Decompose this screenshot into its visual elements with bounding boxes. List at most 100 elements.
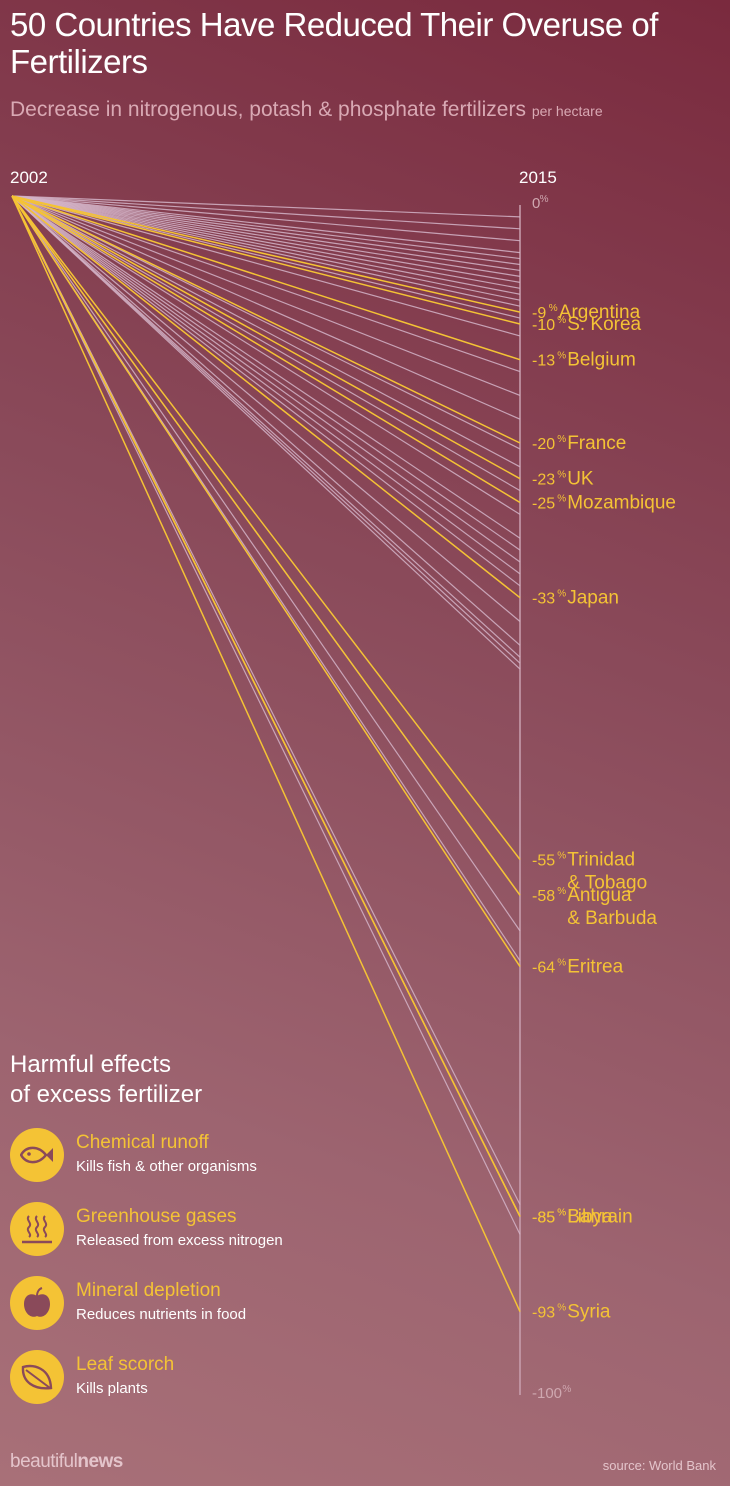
country-line xyxy=(11,195,521,230)
effect-title: Chemical runoff xyxy=(76,1132,209,1153)
change-label: -13 xyxy=(532,353,555,370)
country-line-highlighted xyxy=(11,195,521,480)
effect-title: Mineral depletion xyxy=(76,1280,221,1301)
country-line xyxy=(11,195,521,277)
change-label: -25 xyxy=(532,496,555,513)
change-label: -55 xyxy=(532,853,555,870)
percent-sign: % xyxy=(557,851,566,862)
country-line xyxy=(11,195,521,1235)
effects-heading: Harmful effects of excess fertilizer xyxy=(10,1050,202,1110)
country-line xyxy=(11,195,521,492)
percent-sign: % xyxy=(557,1303,566,1314)
change-label: -64 xyxy=(532,960,555,977)
country-line-highlighted xyxy=(11,195,521,325)
effect-description: Released from excess nitrogen xyxy=(76,1232,283,1249)
country-line-highlighted xyxy=(11,195,521,896)
highlighted-country-lines xyxy=(11,195,521,1313)
country-line-highlighted xyxy=(11,195,521,1313)
y-tick-unit: % xyxy=(540,194,549,205)
apple-icon xyxy=(10,1276,64,1330)
country-line xyxy=(11,195,521,295)
effect-description: Kills fish & other organisms xyxy=(76,1158,257,1175)
country-line-highlighted xyxy=(11,195,521,313)
effects-heading-line-1: Harmful effects xyxy=(10,1051,171,1078)
country-line-highlighted xyxy=(11,195,521,504)
country-name: & Barbuda xyxy=(567,908,657,929)
change-label: -20 xyxy=(532,436,555,453)
percent-sign: % xyxy=(557,351,566,362)
country-labels: -9% Argentina-10% S. Korea-13% Belgium-20% F… xyxy=(532,302,676,1323)
effect-greenhouse-gases: Greenhouse gases Released from excess ni… xyxy=(10,1202,350,1258)
country-name: S. Korea xyxy=(567,314,641,335)
country-name: Argentina xyxy=(559,302,641,323)
country-line xyxy=(11,195,521,664)
change-label: -58 xyxy=(532,888,555,905)
change-label: -93 xyxy=(532,1305,555,1322)
effect-title: Leaf scorch xyxy=(76,1354,175,1375)
country-line xyxy=(11,195,521,587)
change-label: -85 xyxy=(532,1210,555,1227)
percent-sign: % xyxy=(557,470,566,481)
country-name: & Tobago xyxy=(567,873,647,894)
country-line-highlighted xyxy=(11,195,521,1217)
country-line xyxy=(11,195,521,337)
fish-icon xyxy=(10,1128,64,1182)
country-line xyxy=(11,195,521,272)
country-line xyxy=(11,195,521,468)
country-line xyxy=(11,195,521,283)
country-line xyxy=(11,195,521,260)
subtitle-unit: per hectare xyxy=(531,103,603,119)
change-label: -9 xyxy=(532,305,546,322)
country-line xyxy=(11,195,521,420)
percent-sign: % xyxy=(557,434,566,445)
percent-sign: % xyxy=(557,589,566,600)
country-line xyxy=(11,195,521,242)
slope-chart: 2002 2015 0 %-100% -9% Argentina-10% S. Kor… xyxy=(10,168,676,1402)
country-line-highlighted xyxy=(11,195,521,599)
country-name: Mozambique xyxy=(567,493,676,514)
country-line xyxy=(11,195,521,373)
subtitle-main: Decrease in nitrogenous, potash & phosph… xyxy=(10,98,526,121)
country-name: Trinidad xyxy=(567,850,635,871)
y-tick-labels: 0 %-100% xyxy=(532,194,571,1402)
country-line xyxy=(11,195,521,289)
source-credit: source: World Bank xyxy=(602,1458,716,1473)
country-line-highlighted xyxy=(11,195,521,968)
country-line-highlighted xyxy=(11,195,521,361)
y-tick-label: -100 xyxy=(532,1385,562,1402)
country-name: UK xyxy=(567,469,594,490)
country-name: Eritrea xyxy=(567,957,623,978)
percent-sign: % xyxy=(557,315,566,326)
y-tick-unit: % xyxy=(562,1384,571,1395)
effect-description: Kills plants xyxy=(76,1380,148,1397)
other-country-lines xyxy=(11,195,521,1235)
y-tick-label: 0 xyxy=(532,195,540,212)
country-line xyxy=(11,195,521,218)
brand-logo: beautifulnews xyxy=(10,1451,123,1473)
country-line xyxy=(11,195,521,575)
country-name: Bahrain xyxy=(567,1207,633,1228)
country-line xyxy=(11,195,521,450)
x-label-start: 2002 xyxy=(10,168,48,187)
country-line xyxy=(11,195,521,539)
country-line xyxy=(11,195,521,670)
country-line xyxy=(11,195,521,622)
effect-leaf-scorch: Leaf scorch Kills plants xyxy=(10,1350,350,1406)
change-label: -33 xyxy=(532,591,555,608)
country-line xyxy=(11,195,521,563)
country-name: France xyxy=(567,433,626,454)
country-name: Antigua xyxy=(567,885,632,906)
percent-sign: % xyxy=(557,494,566,505)
country-line xyxy=(11,195,521,515)
country-line xyxy=(11,195,521,932)
percent-sign: % xyxy=(549,303,558,314)
country-name: Syria xyxy=(567,1302,611,1323)
country-line xyxy=(11,195,521,658)
change-label: -10 xyxy=(532,317,555,334)
percent-sign: % xyxy=(557,1208,566,1219)
country-line xyxy=(11,195,521,254)
country-name: Libya xyxy=(567,1207,613,1228)
steam-icon xyxy=(10,1202,64,1256)
country-name: Japan xyxy=(567,588,619,609)
percent-sign: % xyxy=(557,1208,566,1219)
